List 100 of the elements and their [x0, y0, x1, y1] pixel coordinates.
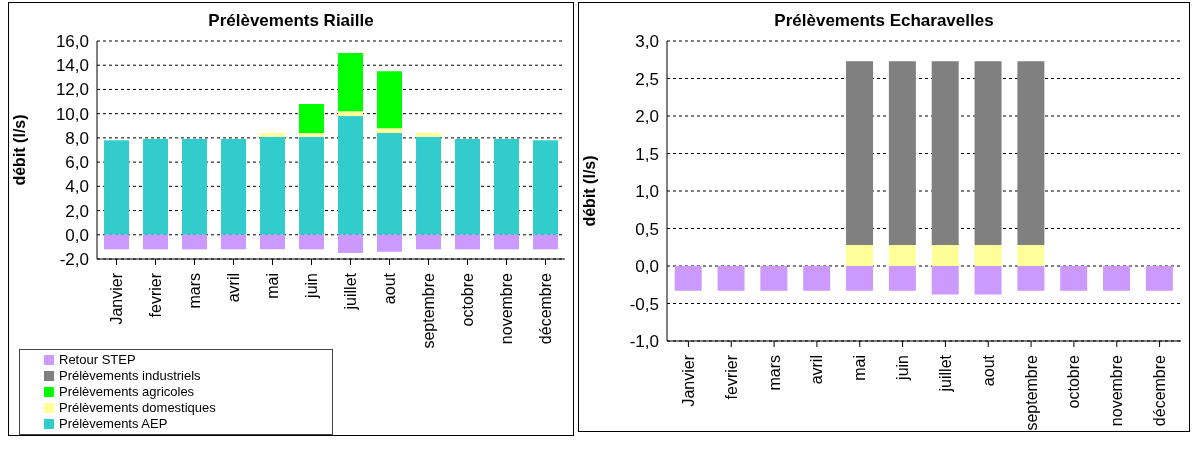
- bar: [143, 139, 169, 235]
- y-tick-label: 8,0: [65, 128, 89, 148]
- legend-label: Retour STEP: [59, 352, 136, 368]
- y-tick-label: 1,0: [635, 182, 659, 202]
- x-tick-label: novembre: [498, 272, 515, 345]
- bar: [338, 116, 364, 235]
- bar: [260, 234, 286, 250]
- bar: [221, 139, 247, 235]
- bar: [1017, 61, 1045, 245]
- legend-label: Prélèvements domestiques: [59, 400, 216, 416]
- x-tick-label: avril: [225, 273, 242, 303]
- bar: [338, 111, 364, 117]
- y-tick-label: 6,0: [65, 153, 89, 173]
- y-tick-label: 3,0: [635, 32, 659, 52]
- x-tick-label: fevrier: [722, 354, 740, 400]
- x-tick-label: mai: [264, 273, 281, 299]
- y-tick-label: -1,0: [629, 332, 659, 352]
- bar: [455, 139, 481, 235]
- bar: [182, 139, 208, 235]
- bar: [182, 234, 208, 250]
- x-tick-label: septembre: [420, 272, 437, 349]
- bar: [104, 234, 130, 250]
- bar: [416, 133, 442, 137]
- bar: [1060, 266, 1088, 291]
- x-tick-label: mars: [186, 273, 203, 309]
- x-tick-label: Janvier: [108, 272, 125, 325]
- chart-title: Prélèvements Riaille: [207, 11, 375, 31]
- x-tick-label: fevrier: [147, 272, 164, 318]
- x-tick-label: octobre: [459, 272, 476, 327]
- y-tick-label: 2,0: [65, 201, 89, 221]
- y-tick-label: 14,0: [55, 56, 89, 76]
- y-tick-label: 0,0: [65, 225, 89, 245]
- bar: [533, 140, 559, 235]
- bar: [931, 61, 959, 245]
- bar: [1017, 245, 1045, 266]
- bar: [416, 136, 442, 235]
- bar: [674, 266, 702, 291]
- x-tick-label: mars: [765, 355, 783, 391]
- bar: [1017, 266, 1045, 291]
- x-tick-label: juillet: [342, 272, 359, 311]
- bar: [377, 234, 403, 252]
- bar: [143, 234, 169, 250]
- x-tick-label: juin: [303, 273, 320, 299]
- x-tick-label: juillet: [936, 354, 954, 393]
- bar: [888, 266, 916, 291]
- y-tick-label: 0,5: [635, 219, 659, 239]
- bar: [377, 128, 403, 134]
- bar: [299, 103, 325, 134]
- bar: [299, 234, 325, 250]
- bar: [974, 245, 1002, 266]
- x-tick-label: aout: [979, 354, 997, 387]
- x-tick-label: octobre: [1065, 354, 1083, 409]
- x-tick-label: novembre: [1108, 354, 1126, 427]
- chart-title: Prélèvements Echaravelles: [773, 11, 995, 31]
- bar: [760, 266, 788, 291]
- bar: [1145, 266, 1173, 291]
- bar: [455, 234, 481, 250]
- x-tick-label: juin: [894, 355, 912, 381]
- bar: [377, 133, 403, 235]
- y-tick-label: 12,0: [55, 80, 89, 100]
- x-tick-label: Janvier: [679, 354, 697, 407]
- bar: [533, 234, 559, 250]
- bar: [299, 136, 325, 235]
- y-tick-label: 4,0: [65, 177, 89, 197]
- x-tick-label: décembre: [537, 272, 554, 345]
- bar: [416, 234, 442, 250]
- bar: [931, 266, 959, 295]
- y-tick-label: -2,0: [59, 250, 89, 270]
- bar: [974, 61, 1002, 245]
- bar: [260, 136, 286, 235]
- bar: [377, 71, 403, 129]
- y-tick-label: 1,5: [635, 144, 659, 164]
- bar: [717, 266, 745, 291]
- x-tick-label: mai: [851, 355, 869, 381]
- y-tick-label: 16,0: [55, 32, 89, 52]
- bar: [338, 53, 364, 112]
- bar: [260, 133, 286, 137]
- bar: [1103, 266, 1131, 291]
- y-axis-title: débit (l/s): [10, 114, 28, 186]
- x-tick-label: avril: [808, 355, 826, 385]
- legend-label: Prélèvements AEP: [59, 416, 168, 432]
- x-tick-label: septembre: [1022, 354, 1040, 431]
- bar: [888, 61, 916, 245]
- legend-label: Prélèvements industriels: [59, 368, 201, 384]
- bar: [338, 234, 364, 253]
- bar: [221, 234, 247, 250]
- bar: [299, 133, 325, 137]
- x-tick-label: aout: [381, 272, 398, 305]
- y-tick-label: 10,0: [55, 104, 89, 124]
- bar: [931, 245, 959, 266]
- y-tick-label: 2,5: [635, 69, 659, 89]
- bar: [846, 245, 874, 266]
- y-axis-title: débit (l/s): [580, 155, 598, 227]
- bar: [846, 61, 874, 245]
- bar: [494, 139, 520, 235]
- bar: [888, 245, 916, 266]
- legend-label: Prélèvements agricoles: [59, 384, 195, 400]
- y-tick-label: 2,0: [635, 107, 659, 127]
- bar: [803, 266, 831, 291]
- y-tick-label: -0,5: [629, 294, 659, 314]
